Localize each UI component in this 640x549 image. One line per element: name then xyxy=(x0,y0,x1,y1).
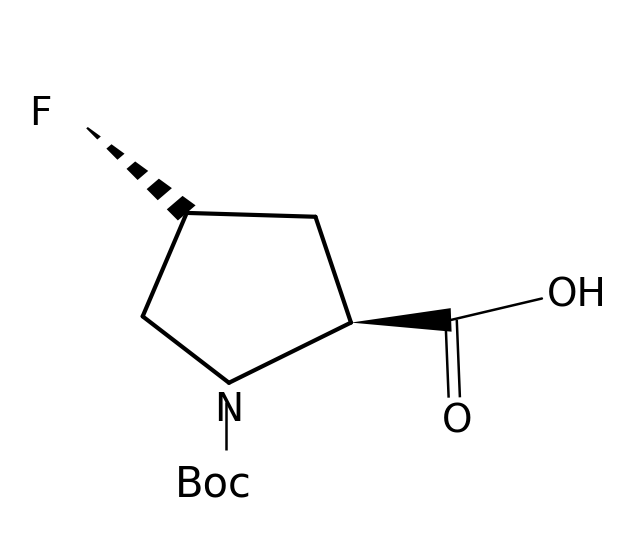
Text: F: F xyxy=(29,95,52,133)
Polygon shape xyxy=(351,308,452,332)
Text: OH: OH xyxy=(547,277,607,315)
Polygon shape xyxy=(147,178,172,200)
Text: O: O xyxy=(442,403,473,441)
Polygon shape xyxy=(86,127,101,139)
Text: N: N xyxy=(214,391,244,429)
Text: Boc: Boc xyxy=(175,463,252,505)
Polygon shape xyxy=(106,144,125,160)
Polygon shape xyxy=(127,161,148,180)
Polygon shape xyxy=(167,196,196,221)
